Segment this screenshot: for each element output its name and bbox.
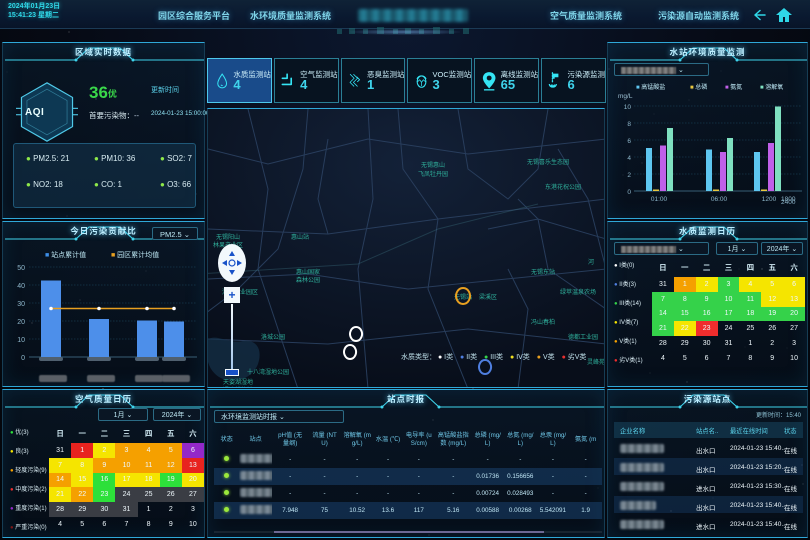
- svg-text:冯山春柏: 冯山春柏: [531, 318, 555, 326]
- svg-text:20: 20: [17, 319, 25, 326]
- svg-text:0: 0: [21, 355, 25, 362]
- svg-text:4: 4: [627, 155, 631, 162]
- svg-text:无锡惠山: 无锡惠山: [421, 161, 445, 169]
- svg-text:梁溪区: 梁溪区: [479, 293, 497, 301]
- svg-text:天姿湖湿地: 天姿湖湿地: [223, 378, 253, 386]
- svg-text:灵峰苑: 灵峰苑: [587, 358, 605, 366]
- svg-text:01:00: 01:00: [651, 196, 668, 203]
- svg-text:森林公园: 森林公园: [296, 276, 320, 284]
- svg-text:06:00: 06:00: [711, 196, 728, 203]
- svg-text:东港花祝公园: 东港花祝公园: [545, 183, 581, 191]
- svg-text:0: 0: [627, 189, 631, 196]
- svg-text:飞凤牡丹园: 飞凤牡丹园: [418, 170, 448, 178]
- svg-text:惠山站: 惠山站: [291, 233, 309, 241]
- svg-text:50: 50: [17, 265, 25, 272]
- svg-text:洛城公园: 洛城公园: [261, 333, 285, 341]
- svg-text:2: 2: [627, 172, 631, 179]
- svg-text:河: 河: [588, 258, 594, 266]
- svg-text:绿苹温泉农场: 绿苹温泉农场: [560, 288, 596, 296]
- svg-text:惠山国家: 惠山国家: [296, 268, 320, 276]
- svg-text:10: 10: [17, 337, 25, 344]
- svg-text:40: 40: [17, 283, 25, 290]
- svg-text:30: 30: [17, 301, 25, 308]
- svg-text:6: 6: [627, 138, 631, 145]
- svg-text:德都工业园: 德都工业园: [568, 333, 598, 341]
- svg-text:十八湾湿地公园: 十八湾湿地公园: [247, 368, 289, 376]
- svg-text:无锡阳山: 无锡阳山: [216, 233, 240, 241]
- svg-text:无锡东站: 无锡东站: [531, 268, 555, 276]
- svg-text:无锡喜乐生态园: 无锡喜乐生态园: [527, 158, 569, 166]
- svg-text:1200: 1200: [762, 196, 777, 203]
- svg-text:10: 10: [624, 104, 632, 111]
- svg-text:8: 8: [627, 121, 631, 128]
